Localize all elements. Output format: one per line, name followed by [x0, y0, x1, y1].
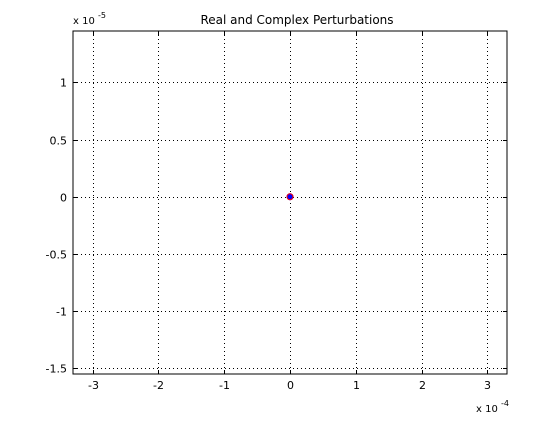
- x-tick-label: 3: [484, 379, 491, 392]
- y-tick-label: 1: [60, 77, 67, 90]
- x-tick-label: -1: [219, 379, 230, 392]
- x-tick-label: -3: [88, 379, 99, 392]
- y-tick-label: -0.5: [46, 249, 67, 262]
- y-axis-multiplier: x 10 -5: [73, 11, 106, 27]
- x-tick-label: 0: [287, 379, 294, 392]
- x-tick-label: 2: [419, 379, 426, 392]
- x-tick-label: 1: [353, 379, 360, 392]
- y-tick-label: 0.5: [50, 135, 68, 148]
- tick-labels: -3 -2 -1 0 1 2 3 -1.5 -1 -0.5 0 0.5 1: [46, 77, 491, 393]
- x-tick-label: -2: [153, 379, 164, 392]
- y-tick-label: -1.5: [46, 363, 67, 376]
- y-tick-label: -1: [56, 306, 67, 319]
- data-markers: [286, 193, 294, 201]
- grid: [73, 31, 507, 374]
- ticks: [73, 31, 507, 374]
- y-tick-label: 0: [60, 192, 67, 205]
- chart-title: Real and Complex Perturbations: [200, 13, 393, 27]
- data-point: [286, 193, 294, 201]
- x-axis-multiplier: x 10 -4: [476, 399, 509, 415]
